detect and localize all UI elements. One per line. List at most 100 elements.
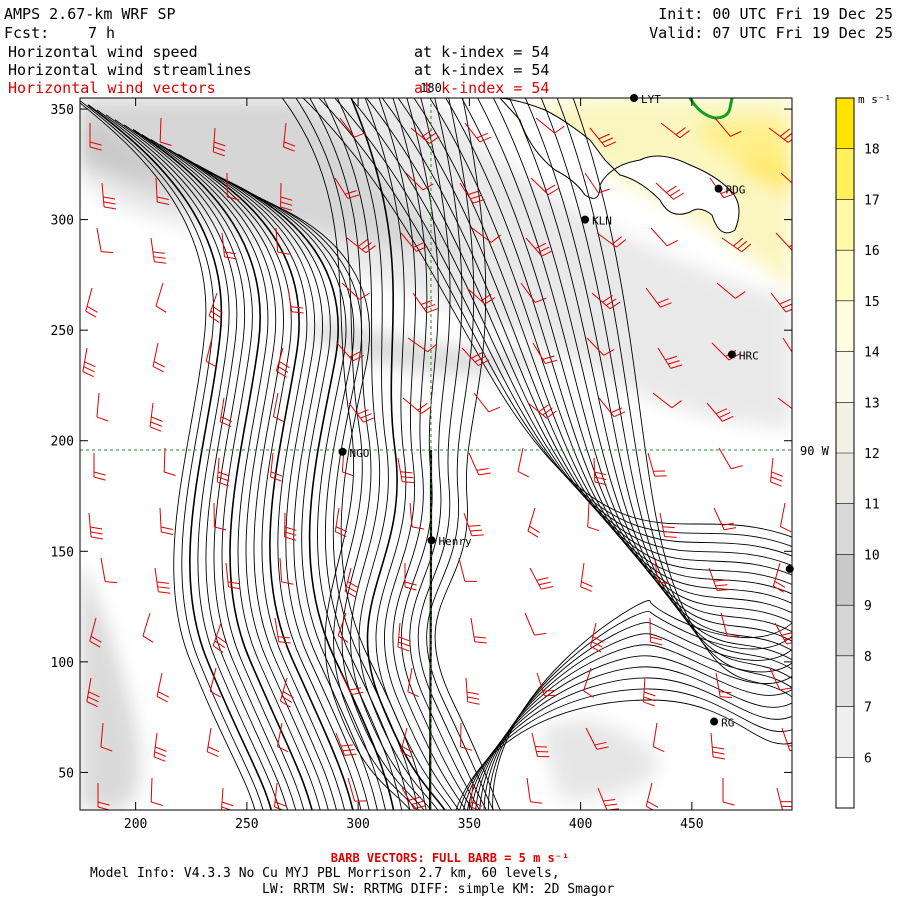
wind-barb-119 <box>774 622 792 645</box>
wind-barb-6 <box>464 122 492 143</box>
streamline <box>524 98 792 670</box>
wind-barb-91 <box>527 507 540 538</box>
wind-barb-73 <box>163 447 176 476</box>
colorbar-label: 14 <box>864 346 880 361</box>
streamline <box>426 98 494 810</box>
wind-barb-130 <box>715 672 733 699</box>
wind-barb-56 <box>586 337 615 356</box>
wind-barb-23 <box>780 172 792 184</box>
wind-barb-25 <box>150 237 167 264</box>
wind-barb-12 <box>101 182 116 210</box>
y-tick-label: 300 <box>51 214 74 229</box>
streamline <box>556 98 792 689</box>
wind-barb-36 <box>85 287 98 318</box>
fcst-value: 7 h <box>88 24 115 42</box>
colorbar-label: 15 <box>864 295 880 310</box>
colorbar-label: 18 <box>864 143 880 158</box>
barb-note: BARB VECTORS: FULL BARB = 5 m s⁻¹ <box>331 851 569 865</box>
wind-barb-102 <box>458 557 477 582</box>
init-time: Init: 00 UTC Fri 19 Dec 25 <box>658 5 893 23</box>
colorbar-segment <box>836 757 854 808</box>
colorbar-label: 6 <box>864 751 872 766</box>
y-tick-label: 50 <box>58 766 74 781</box>
station-marker-4 <box>338 447 347 456</box>
colorbar-label: 7 <box>864 701 872 716</box>
wind-barb-93 <box>659 512 677 538</box>
parallel-label: 90 W <box>800 444 830 458</box>
wind-barbs <box>82 117 792 810</box>
wind-barb-16 <box>334 177 360 199</box>
wind-barb-101 <box>404 563 417 591</box>
wind-barb-50 <box>205 337 217 368</box>
plot-frame <box>79 97 793 811</box>
wind-barb-126 <box>465 677 480 705</box>
wind-barb-138 <box>460 722 473 751</box>
field-name-streamlines: Horizontal wind streamlines <box>8 61 252 79</box>
wind-barb-42 <box>466 287 496 305</box>
y-tick-label: 150 <box>51 545 74 560</box>
streamline <box>295 98 418 810</box>
streamline <box>80 102 256 810</box>
wind-barb-99 <box>279 557 294 585</box>
wind-barb-95 <box>779 502 792 533</box>
wind-barb-127 <box>536 672 557 697</box>
wind-barb-33 <box>650 227 678 247</box>
wind-barb-62 <box>219 397 233 428</box>
field-level-vectors: at k-index = 54 <box>414 79 549 97</box>
wind-barb-57 <box>657 347 683 369</box>
streamline <box>471 655 792 810</box>
streamline <box>350 98 446 810</box>
wind-barb-19 <box>530 177 559 196</box>
wind-barb-2 <box>212 127 226 157</box>
streamline <box>461 98 792 633</box>
wind-barb-68 <box>598 397 626 418</box>
x-tick-label: 300 <box>346 817 369 832</box>
wind-barb-14 <box>226 172 240 201</box>
wind-barb-71 <box>777 397 792 410</box>
axis-ticks: 200 250 300 350 400 450 50 100 150 200 250 300 350 <box>51 98 792 832</box>
field-name-vectors: Horizontal wind vectors <box>8 79 216 97</box>
wind-barb-115 <box>524 612 547 636</box>
streamline <box>413 98 792 605</box>
model-title: AMPS 2.67-km WRF SP <box>4 5 176 23</box>
streamline <box>349 98 792 567</box>
streamline <box>429 98 792 614</box>
wind-barb-136 <box>335 732 357 756</box>
colorbar-segment <box>836 250 854 301</box>
station-label: RDG <box>726 184 746 197</box>
streamline <box>381 98 792 586</box>
wind-barb-132 <box>100 722 113 752</box>
streamline <box>479 633 792 810</box>
wind-barb-94 <box>713 507 737 531</box>
streamline <box>322 98 432 810</box>
wind-barb-72 <box>93 453 106 481</box>
wind-barb-145 <box>150 777 163 806</box>
wind-barb-51 <box>275 347 290 378</box>
colorbar-segment <box>836 402 854 453</box>
wind-barb-96 <box>100 557 118 584</box>
streamline <box>434 98 501 810</box>
wind-barb-59 <box>782 337 792 353</box>
streamline <box>177 153 354 810</box>
wind-barb-111 <box>274 617 291 644</box>
wind-barb-79 <box>517 447 529 478</box>
colorbar-label: 16 <box>864 244 880 259</box>
wind-barb-149 <box>401 787 426 810</box>
colorbar-label: 12 <box>864 447 880 462</box>
valid-time: Valid: 07 UTC Fri 19 Dec 25 <box>649 24 893 42</box>
meridian-label: 180 <box>420 81 442 95</box>
streamline <box>364 98 453 810</box>
wind-barb-109 <box>142 612 154 643</box>
streamline <box>392 98 467 810</box>
wind-barb-134 <box>206 727 220 758</box>
streamline <box>397 98 792 595</box>
wind-barb-83 <box>769 457 783 487</box>
wind-barb-105 <box>654 557 670 585</box>
streamline <box>159 144 338 810</box>
station-marker-6 <box>785 564 794 573</box>
streamline <box>80 100 264 810</box>
streamline <box>123 124 305 810</box>
streamline <box>467 666 792 810</box>
wind-barb-4 <box>339 117 366 138</box>
streamline <box>249 193 419 810</box>
